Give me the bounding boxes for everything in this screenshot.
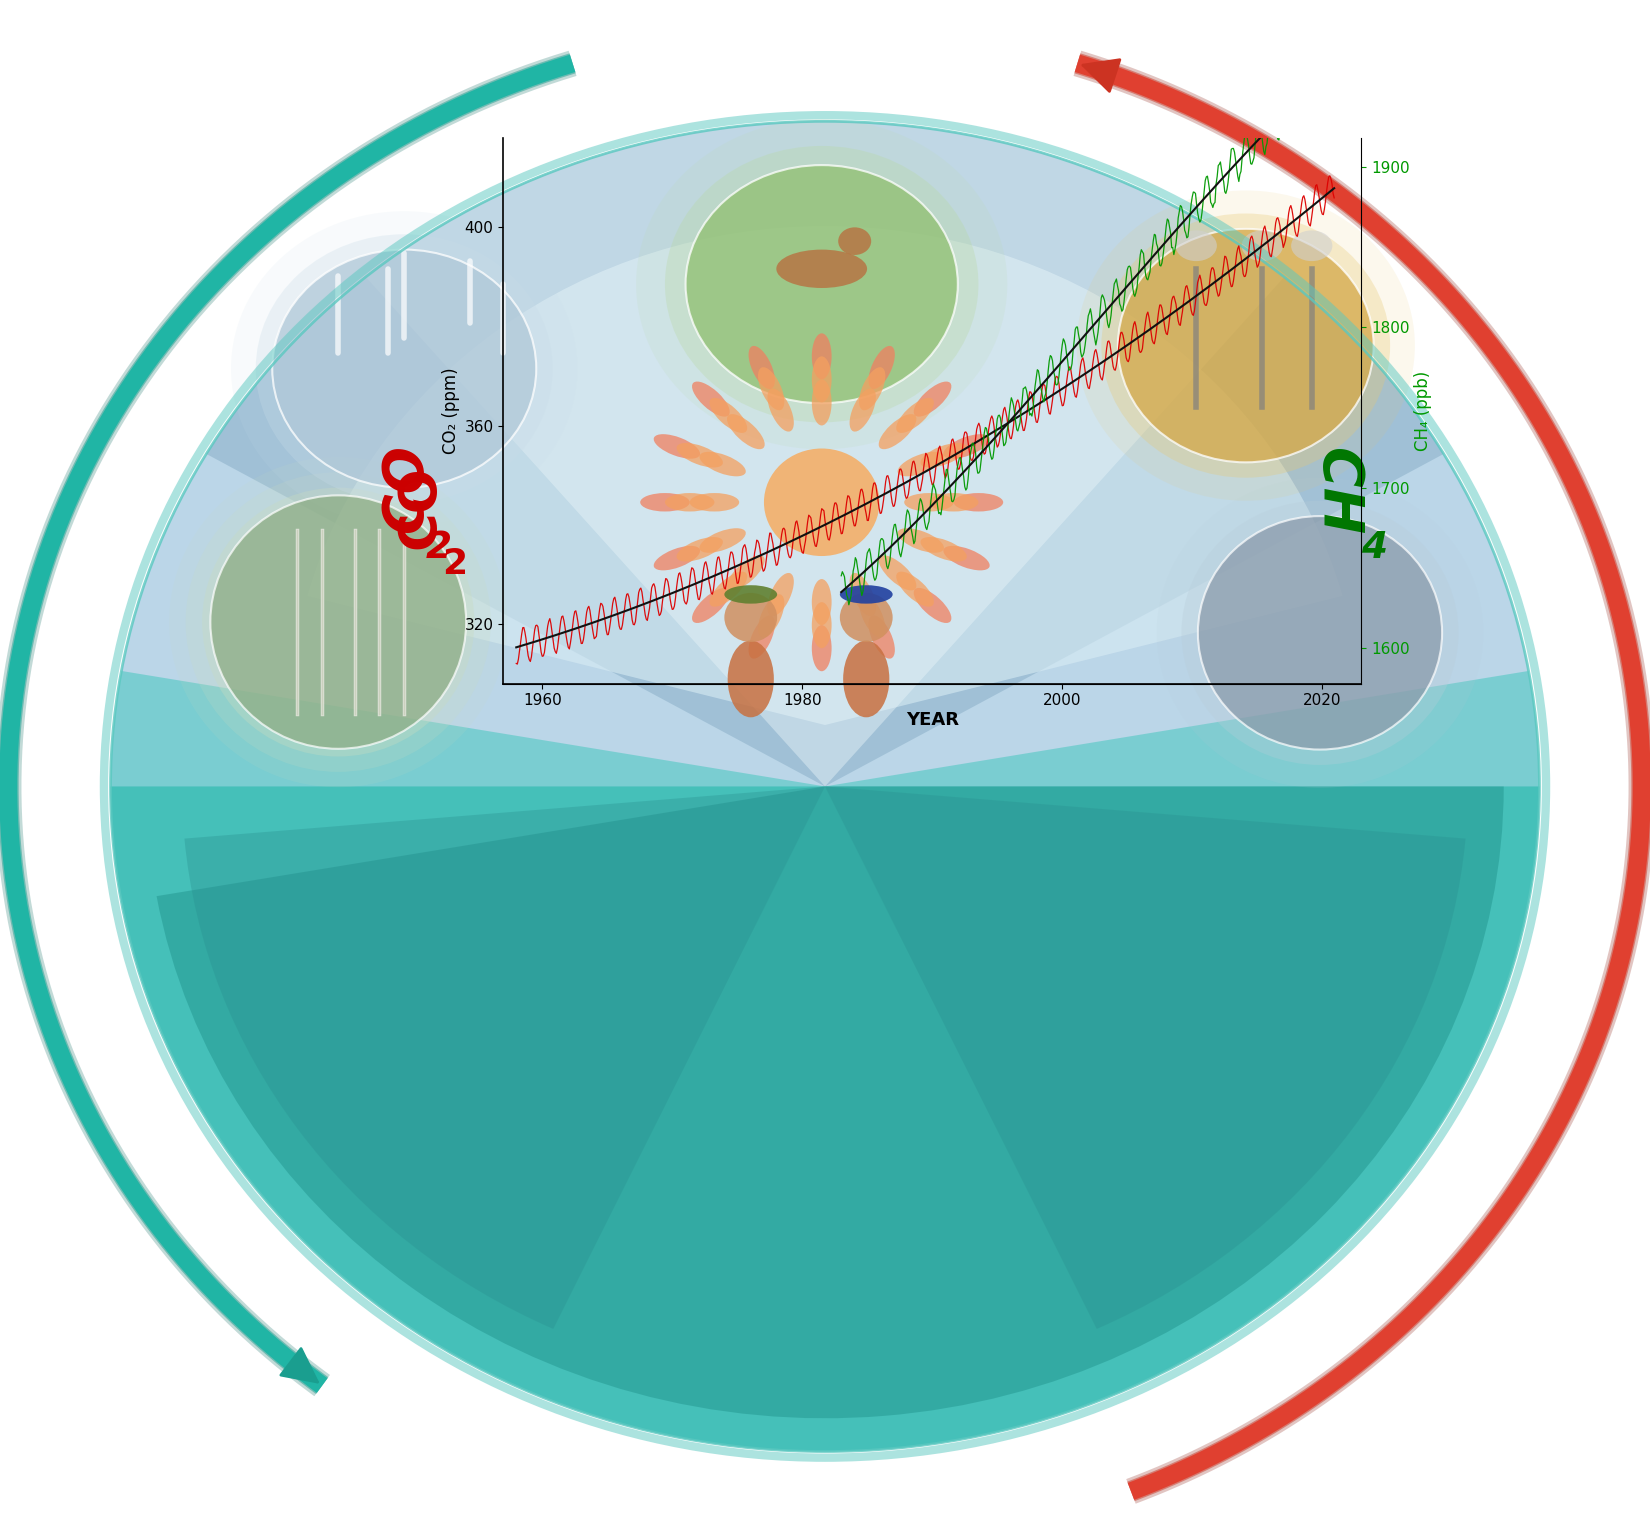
X-axis label: YEAR: YEAR bbox=[906, 711, 959, 730]
Ellipse shape bbox=[637, 120, 1006, 450]
Ellipse shape bbox=[860, 367, 886, 410]
Ellipse shape bbox=[272, 249, 536, 487]
Ellipse shape bbox=[757, 594, 784, 637]
Ellipse shape bbox=[879, 556, 916, 590]
Text: CH: CH bbox=[1310, 449, 1363, 535]
Y-axis label: CH₄ (ppb): CH₄ (ppb) bbox=[1414, 370, 1432, 452]
Ellipse shape bbox=[812, 356, 832, 402]
Wedge shape bbox=[206, 121, 1444, 786]
Wedge shape bbox=[307, 226, 1343, 725]
Ellipse shape bbox=[868, 346, 894, 389]
Ellipse shape bbox=[201, 488, 475, 757]
Text: CO: CO bbox=[380, 444, 432, 533]
Ellipse shape bbox=[653, 545, 700, 570]
Ellipse shape bbox=[812, 333, 832, 379]
Ellipse shape bbox=[843, 641, 889, 717]
Ellipse shape bbox=[896, 571, 934, 607]
Ellipse shape bbox=[1157, 478, 1483, 788]
Ellipse shape bbox=[757, 367, 784, 410]
Ellipse shape bbox=[944, 435, 990, 459]
Ellipse shape bbox=[676, 442, 723, 467]
Ellipse shape bbox=[850, 389, 876, 432]
Ellipse shape bbox=[812, 625, 832, 671]
Ellipse shape bbox=[850, 573, 876, 616]
Ellipse shape bbox=[1181, 501, 1459, 765]
Y-axis label: CO₂ (ppm): CO₂ (ppm) bbox=[442, 367, 460, 455]
Ellipse shape bbox=[653, 435, 700, 459]
Ellipse shape bbox=[879, 415, 916, 449]
Ellipse shape bbox=[838, 227, 871, 255]
Ellipse shape bbox=[1290, 230, 1333, 261]
Ellipse shape bbox=[1076, 190, 1416, 501]
Ellipse shape bbox=[921, 442, 967, 467]
Ellipse shape bbox=[749, 616, 776, 659]
Circle shape bbox=[764, 449, 879, 556]
Wedge shape bbox=[185, 786, 825, 1329]
Ellipse shape bbox=[1241, 230, 1284, 261]
Ellipse shape bbox=[860, 594, 886, 637]
Ellipse shape bbox=[904, 493, 954, 511]
Circle shape bbox=[724, 593, 777, 642]
Circle shape bbox=[111, 121, 1539, 1452]
Text: CO: CO bbox=[394, 465, 447, 548]
Ellipse shape bbox=[898, 528, 944, 553]
Ellipse shape bbox=[954, 493, 1003, 511]
Wedge shape bbox=[157, 786, 1503, 1418]
Ellipse shape bbox=[1102, 214, 1389, 478]
Wedge shape bbox=[366, 121, 1284, 786]
Ellipse shape bbox=[728, 415, 764, 449]
Ellipse shape bbox=[1175, 230, 1218, 261]
Ellipse shape bbox=[700, 452, 746, 476]
Ellipse shape bbox=[749, 346, 776, 389]
Ellipse shape bbox=[676, 538, 723, 562]
Ellipse shape bbox=[944, 545, 990, 570]
Ellipse shape bbox=[256, 233, 553, 504]
Ellipse shape bbox=[1119, 229, 1373, 462]
Ellipse shape bbox=[691, 588, 729, 624]
Ellipse shape bbox=[168, 458, 508, 788]
Ellipse shape bbox=[777, 250, 868, 289]
Ellipse shape bbox=[185, 473, 492, 773]
Ellipse shape bbox=[812, 602, 832, 648]
Ellipse shape bbox=[812, 579, 832, 625]
Ellipse shape bbox=[710, 571, 747, 607]
Ellipse shape bbox=[1198, 516, 1442, 750]
Ellipse shape bbox=[665, 493, 714, 511]
Wedge shape bbox=[111, 786, 1539, 1452]
Ellipse shape bbox=[914, 381, 952, 416]
Ellipse shape bbox=[914, 588, 952, 624]
Ellipse shape bbox=[840, 585, 893, 604]
Ellipse shape bbox=[812, 379, 832, 425]
Ellipse shape bbox=[728, 641, 774, 717]
Text: 2: 2 bbox=[442, 547, 467, 581]
Ellipse shape bbox=[728, 556, 764, 590]
Ellipse shape bbox=[686, 164, 957, 404]
Ellipse shape bbox=[691, 381, 729, 416]
Ellipse shape bbox=[690, 493, 739, 511]
Ellipse shape bbox=[868, 616, 894, 659]
Ellipse shape bbox=[665, 146, 978, 422]
Ellipse shape bbox=[767, 573, 794, 616]
Circle shape bbox=[840, 593, 893, 642]
Text: 2: 2 bbox=[426, 530, 452, 567]
Ellipse shape bbox=[700, 528, 746, 553]
Ellipse shape bbox=[767, 389, 794, 432]
Ellipse shape bbox=[710, 398, 747, 433]
Ellipse shape bbox=[231, 210, 578, 525]
Ellipse shape bbox=[724, 585, 777, 604]
Ellipse shape bbox=[929, 493, 978, 511]
Ellipse shape bbox=[211, 496, 465, 750]
Ellipse shape bbox=[898, 452, 944, 476]
Ellipse shape bbox=[896, 398, 934, 433]
Text: 4: 4 bbox=[1361, 530, 1388, 567]
Ellipse shape bbox=[921, 538, 967, 562]
Wedge shape bbox=[111, 671, 1539, 1452]
Ellipse shape bbox=[640, 493, 690, 511]
Wedge shape bbox=[825, 786, 1465, 1329]
